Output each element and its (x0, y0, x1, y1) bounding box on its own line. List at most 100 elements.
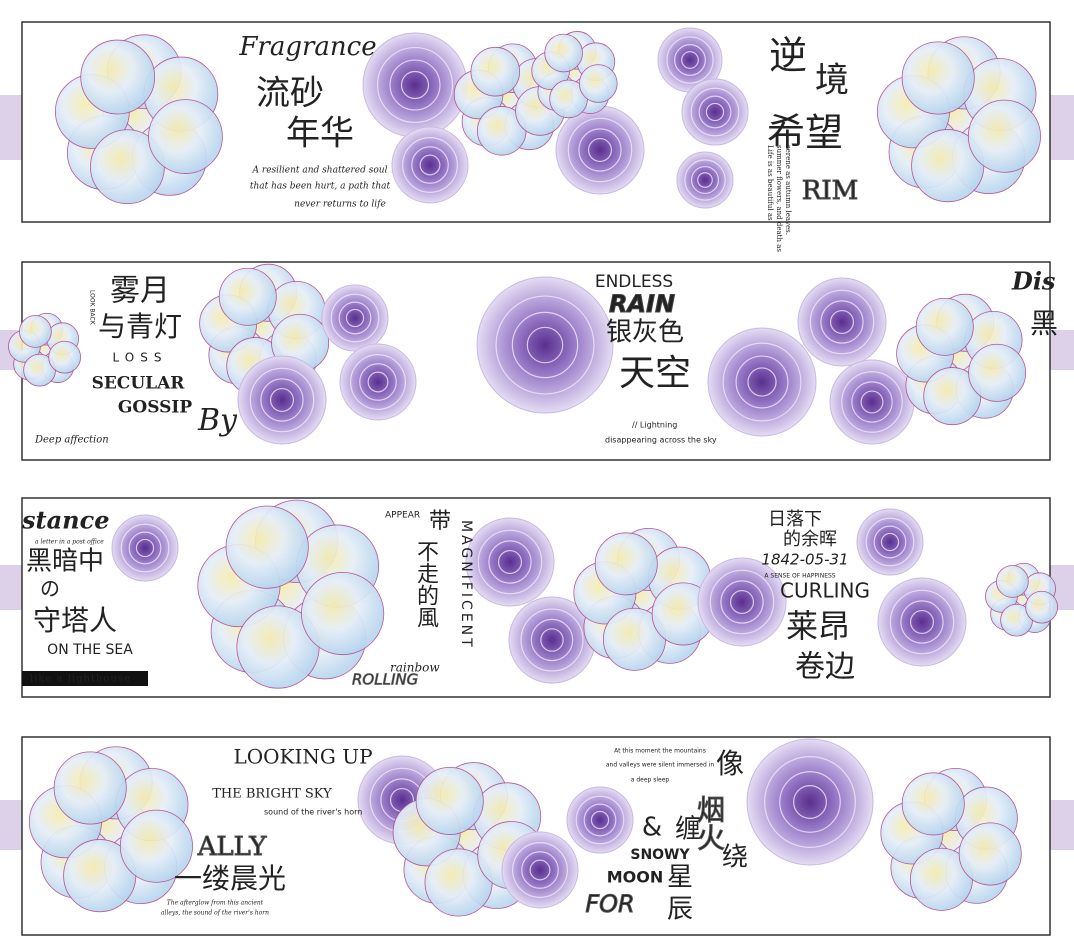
rose-ring (497, 549, 523, 575)
rose-ring (690, 165, 720, 195)
rose-ring (674, 44, 706, 76)
tape-text: 莱昂 (786, 607, 850, 645)
rose (476, 276, 614, 414)
tape-text: GOSSIP (118, 398, 192, 418)
rose-ring (411, 146, 449, 184)
rose-ring (747, 367, 777, 397)
tape-text: MOON (607, 868, 664, 887)
tape-text: RAIN (609, 290, 675, 318)
rose-ring (249, 367, 315, 433)
rose-ring (350, 354, 406, 410)
tape-text: // Lightning (632, 421, 677, 430)
rose (697, 557, 787, 647)
rose-ring (578, 128, 622, 172)
rose-ring (402, 137, 458, 193)
tape-text: の (40, 577, 60, 601)
rose-ring (666, 36, 714, 84)
tape-text: a deep sleep (631, 777, 670, 784)
rose-petals (362, 32, 468, 138)
rose-ring (521, 851, 559, 889)
tape-text: A SENSE OF HAPPINESS (764, 573, 835, 580)
rose-ring (135, 538, 155, 558)
tape-text: A resilient and shattered soul (252, 166, 388, 176)
tape-text: RIM (802, 176, 858, 206)
rose (676, 151, 734, 209)
rose (465, 517, 555, 607)
tape-text: ENDLESS (595, 272, 673, 292)
tape-text: 与青灯 (98, 310, 182, 343)
rose-petals (555, 105, 645, 195)
tape-text: serene as autumn leaves. (784, 145, 792, 235)
rose-petals (697, 557, 787, 647)
tape-text: 雾月 (110, 274, 170, 309)
tape-text: 黑暗中 (26, 547, 104, 577)
tape-text: LOOKING UP (233, 745, 372, 769)
rose-ring (705, 102, 725, 122)
rose (707, 327, 817, 437)
tape-text: alleys, the sound of the river's horn (161, 910, 269, 917)
tape-text: like a lighthouse (30, 674, 131, 685)
rose-ring (359, 363, 397, 401)
tape-text: LOOK BACK (89, 290, 96, 326)
tape-text: 银灰色 (606, 318, 684, 348)
rose-ring (367, 371, 389, 393)
rose-ring (829, 309, 855, 335)
rose-ring (330, 293, 380, 343)
rose-petals (829, 359, 915, 445)
floret (148, 99, 223, 174)
rose-ring (681, 51, 699, 69)
rose (237, 355, 327, 445)
floret (218, 267, 277, 326)
rose-ring (419, 154, 441, 176)
rose-ring (575, 795, 625, 845)
rose (555, 105, 645, 195)
rose-ring (764, 756, 856, 848)
floret (301, 571, 385, 656)
rose (877, 577, 967, 667)
tape-text: 带 (429, 509, 451, 534)
floret (119, 809, 193, 883)
tape-text: 黑 (1030, 307, 1058, 340)
tape-text: 逆 (769, 34, 807, 78)
rose (566, 786, 634, 854)
rose-ring (526, 326, 564, 364)
rose-ring (530, 618, 574, 662)
rose-ring (567, 117, 633, 183)
rose (501, 831, 579, 909)
rose-ring (260, 378, 304, 422)
rose-petals (391, 126, 469, 204)
tape-text: 烟火 (693, 795, 726, 851)
tape-text: The afterglow from this ancient (167, 900, 264, 907)
hydrangea (876, 36, 1041, 203)
floret (578, 64, 618, 103)
band (0, 800, 22, 850)
tape-text: 流砂 (256, 74, 324, 114)
tape-text: 年华 (286, 114, 354, 154)
tape-text: THE BRIGHT SKY (212, 787, 332, 802)
rose (321, 284, 389, 352)
rose-ring (900, 600, 944, 644)
tape-text: and valleys were silent immersed in (606, 762, 714, 769)
tape-text: never returns to life (294, 200, 386, 210)
tape-text: APPEAR (385, 511, 420, 521)
rose-ring (729, 589, 755, 615)
rose-petals (566, 786, 634, 854)
rose-ring (841, 371, 903, 433)
rose-petals (746, 738, 874, 866)
hydrangea (531, 31, 618, 119)
rose-ring (120, 523, 170, 573)
hydrangea (896, 293, 1027, 426)
rose-ring (338, 301, 372, 335)
tape-text: 绕 (722, 843, 748, 873)
rose-ring (511, 311, 579, 379)
hydrangea (28, 746, 193, 913)
tape-text: sound of the river's horn (264, 808, 362, 817)
floret (415, 766, 484, 835)
tape-text: that has been hurt, a path that (250, 182, 391, 192)
tape-text: By (197, 403, 238, 438)
rose-petals (501, 831, 579, 909)
rose (681, 78, 749, 146)
tape-text: summer flowers, and death as (775, 145, 783, 252)
